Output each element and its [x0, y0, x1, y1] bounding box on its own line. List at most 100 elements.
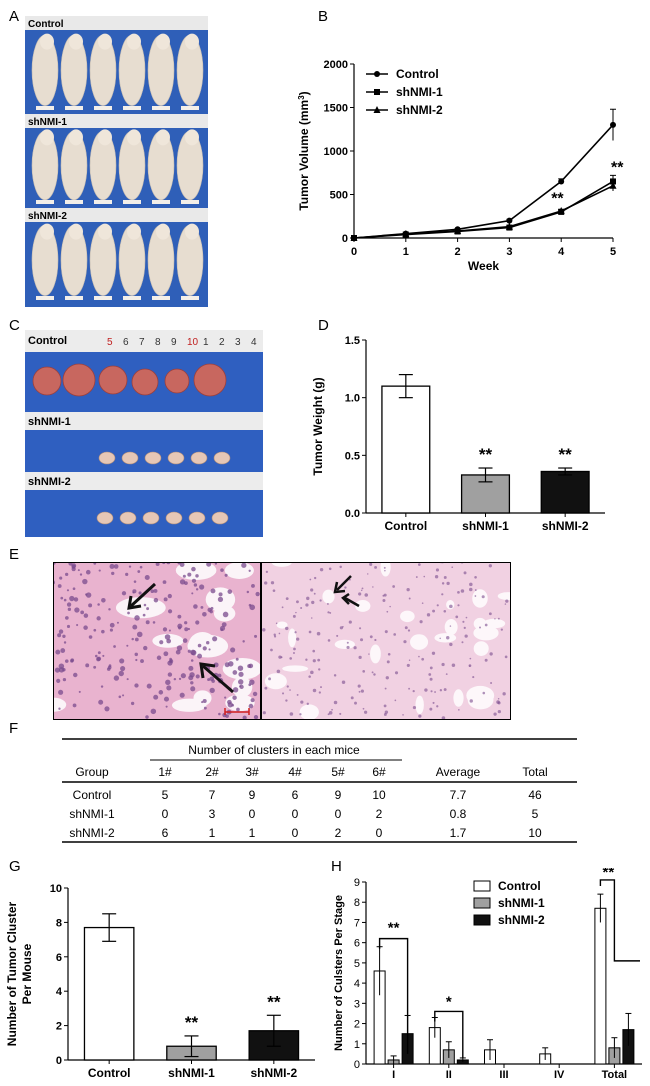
cell-nucleus [412, 705, 417, 710]
cell-nucleus [327, 713, 330, 716]
y-tick-label: 10 [50, 883, 62, 895]
mouse-head [127, 223, 141, 240]
x-tick-label: III [499, 1069, 508, 1080]
x-tick-label: Total [602, 1069, 627, 1080]
cell-nucleus [207, 607, 212, 613]
bar [381, 385, 431, 514]
mice-group [31, 33, 204, 300]
table-cell: 7.7 [450, 788, 467, 802]
cell-nucleus [339, 712, 342, 715]
alveolar-space [288, 628, 297, 648]
cell-nucleus [190, 649, 196, 656]
mouse-tape [65, 200, 83, 204]
cell-nucleus [133, 580, 137, 583]
cell-nucleus [104, 706, 110, 712]
table-cell: 1 [209, 826, 216, 840]
cell-nucleus [333, 700, 338, 705]
data-point [557, 207, 565, 215]
cell-nucleus [349, 578, 351, 581]
cell-nucleus [98, 699, 104, 705]
cell-nucleus [187, 572, 192, 577]
cell-nucleus [293, 647, 296, 651]
tumor-small [144, 451, 162, 465]
cell-nucleus [484, 658, 488, 662]
cell-nucleus [383, 566, 386, 569]
cell-nucleus [180, 673, 186, 679]
table-header-cell: 5# [331, 765, 345, 779]
tumor-small [213, 451, 231, 465]
cell-nucleus [210, 588, 216, 594]
cell-nucleus [134, 652, 138, 657]
alveolar-space [271, 562, 292, 567]
cell-nucleus [212, 636, 218, 642]
cell-nucleus [362, 707, 365, 710]
cell-nucleus [113, 645, 116, 648]
cell-nucleus [382, 598, 386, 602]
table-cell: shNMI-1 [69, 807, 115, 821]
cell-nucleus [265, 570, 269, 573]
cell-nucleus [403, 640, 407, 644]
legend-marker [374, 89, 380, 95]
cell-nucleus [385, 676, 389, 680]
table-cell: 1 [249, 826, 256, 840]
alveolar-space [473, 641, 489, 656]
cell-nucleus [74, 607, 80, 613]
cell-nucleus [278, 632, 281, 635]
tumor-large [193, 363, 227, 397]
alveolar-space [472, 589, 488, 608]
cell-nucleus [184, 621, 188, 625]
cell-nucleus [191, 566, 196, 572]
data-point [350, 234, 358, 241]
legend-label: Control [396, 67, 439, 81]
cell-nucleus [109, 628, 113, 632]
x-tick-label: shNMI-1 [462, 519, 509, 533]
cell-nucleus [408, 687, 411, 690]
cell-nucleus [136, 631, 143, 638]
cell-nucleus [404, 626, 408, 630]
cell-nucleus [326, 602, 329, 605]
cell-nucleus [393, 633, 397, 636]
y-tick-label: 0 [342, 233, 348, 245]
cell-nucleus [73, 597, 79, 602]
cell-nucleus [168, 629, 171, 632]
cell-nucleus [497, 710, 501, 714]
y-tick-label: 4 [354, 978, 360, 990]
cell-nucleus [300, 700, 304, 704]
y-axis-label-text: Tumor Volume (mm [297, 100, 311, 211]
cell-nucleus [201, 701, 204, 704]
alveolar-space [410, 634, 429, 650]
cell-nucleus [93, 628, 97, 632]
table-header-cell: Average [436, 765, 481, 779]
y-tick-label: 6 [56, 952, 62, 964]
tumor-small [188, 511, 206, 525]
cell-nucleus [441, 593, 444, 596]
cell-nucleus [176, 645, 183, 651]
cell-nucleus [62, 677, 67, 682]
cell-nucleus [415, 576, 418, 578]
y-axis-label-sup: 3 [297, 95, 306, 100]
cell-nucleus [386, 610, 389, 613]
y-axis-label: Tumor Weight (g) [311, 377, 325, 475]
cell-nucleus [63, 641, 67, 644]
cell-nucleus [439, 689, 443, 692]
cell-nucleus [502, 692, 506, 696]
cell-nucleus [310, 588, 314, 592]
cell-nucleus [195, 674, 200, 679]
y-axis-label: Per Mouse [20, 943, 34, 1004]
cell-nucleus [143, 645, 148, 651]
cell-nucleus [248, 663, 254, 669]
cell-nucleus [306, 596, 310, 601]
alveolar-space [334, 639, 355, 650]
cell-nucleus [367, 573, 369, 575]
mouse-head [69, 33, 83, 50]
cell-nucleus [137, 570, 141, 573]
cell-nucleus [207, 678, 211, 682]
cell-nucleus [289, 712, 294, 716]
tumor-cluster-chart: 0 2 4 6 8 10 Control shNMI-1 ** shNMI-2 ** Number o… [5, 883, 315, 1080]
cell-nucleus [496, 700, 500, 704]
cell-nucleus [418, 655, 420, 658]
mouse-tape [36, 296, 54, 300]
cell-nucleus [227, 702, 233, 708]
significance-mark: ** [185, 1013, 199, 1032]
legend-label: shNMI-2 [498, 913, 545, 927]
